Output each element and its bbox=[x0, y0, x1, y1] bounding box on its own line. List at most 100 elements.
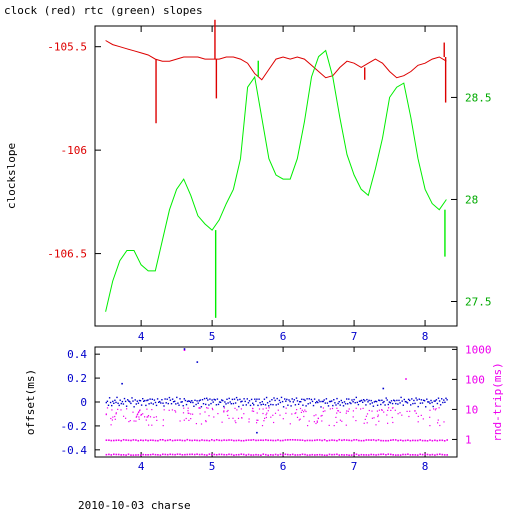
offset-point bbox=[439, 404, 442, 406]
rtt-band-point bbox=[392, 454, 394, 456]
offset-point bbox=[371, 402, 373, 404]
rtt-band-point bbox=[218, 453, 220, 456]
rtt-scatter-point bbox=[371, 410, 373, 412]
rtt-scatter-point bbox=[429, 416, 431, 418]
rtt-scatter-point bbox=[320, 415, 322, 417]
bottom-plot-marks: 4 5 6 7 8 0.4 0.2 0 -0.2 -0.4 1000 100 10 1 bbox=[61, 343, 492, 473]
rtt-band-point bbox=[341, 454, 343, 456]
offset-point bbox=[317, 401, 319, 404]
rtt-band-point bbox=[113, 453, 115, 456]
rtt-scatter-point bbox=[387, 422, 389, 424]
rtt-band-point bbox=[105, 453, 108, 456]
rtt-band-point bbox=[443, 440, 446, 442]
rtt-scatter-point bbox=[110, 424, 112, 426]
rtt-band-point bbox=[333, 439, 336, 442]
rtt-band-point bbox=[333, 453, 336, 456]
rtt-band-point bbox=[436, 439, 439, 442]
rtt-band-point bbox=[208, 439, 211, 442]
offset-point bbox=[369, 403, 371, 405]
offset-point bbox=[427, 401, 429, 403]
rtt-band-point bbox=[372, 439, 375, 441]
rtt-band-point bbox=[424, 439, 426, 442]
rtt-band-point bbox=[115, 439, 118, 442]
offset-point bbox=[277, 403, 279, 405]
offset-point bbox=[177, 402, 179, 404]
rtt-band-point bbox=[382, 453, 385, 455]
rtt-scatter-point bbox=[422, 418, 424, 420]
offset-point bbox=[175, 403, 177, 405]
rtt-band-point bbox=[382, 439, 385, 442]
rtt-scatter-point bbox=[136, 414, 138, 416]
offset-point bbox=[125, 405, 128, 407]
rtt-scatter-point bbox=[433, 408, 435, 410]
rtt-band-point bbox=[152, 453, 154, 456]
rtt-band-point bbox=[277, 439, 279, 441]
offset-point bbox=[145, 404, 147, 407]
rtt-band-point bbox=[238, 453, 240, 456]
rtt-scatter-point bbox=[240, 408, 242, 410]
offset-point bbox=[295, 397, 298, 399]
bottom-x-tick-label: 4 bbox=[138, 460, 145, 473]
offset-point bbox=[309, 402, 311, 404]
offset-point bbox=[261, 401, 263, 403]
rtt-band-point bbox=[159, 439, 162, 441]
offset-point bbox=[320, 406, 322, 408]
rtt-band-point bbox=[201, 453, 203, 456]
offset-point bbox=[432, 405, 434, 408]
offset-point bbox=[124, 400, 127, 403]
offset-point bbox=[274, 399, 276, 402]
offset-point bbox=[270, 403, 272, 406]
offset-point bbox=[281, 400, 284, 403]
offset-point bbox=[244, 400, 246, 403]
offset-point bbox=[411, 398, 413, 400]
offset-point bbox=[321, 400, 323, 403]
rtt-band-point bbox=[179, 439, 181, 441]
rtt-scatter-point bbox=[285, 407, 287, 409]
rtt-band-point bbox=[191, 439, 193, 442]
rtt-scatter-point bbox=[321, 420, 323, 422]
rtt-band-point bbox=[294, 439, 296, 441]
offset-point bbox=[396, 399, 398, 402]
offset-point bbox=[383, 400, 385, 403]
rtt-band-point bbox=[262, 453, 265, 455]
rtt-band-point bbox=[370, 453, 372, 456]
offset-point bbox=[422, 399, 425, 401]
rtt-scatter-point bbox=[212, 409, 214, 411]
offset-point bbox=[312, 404, 315, 407]
offset-point bbox=[265, 396, 268, 399]
offset-point bbox=[109, 401, 112, 404]
rtt-band-point bbox=[127, 439, 130, 442]
rtt-band-point bbox=[328, 453, 331, 456]
offset-point bbox=[316, 400, 318, 403]
offset-point bbox=[135, 403, 137, 405]
offset-point bbox=[307, 403, 309, 405]
rtt-scatter-point bbox=[135, 416, 137, 418]
offset-point bbox=[398, 399, 400, 402]
offset-point bbox=[245, 404, 247, 406]
rtt-band-point bbox=[375, 439, 377, 442]
rtt-scatter-point bbox=[115, 412, 117, 414]
offset-point bbox=[176, 396, 178, 399]
rtt-scatter-point bbox=[362, 407, 364, 409]
rtt-scatter-point bbox=[377, 414, 379, 416]
offset-point bbox=[118, 404, 120, 407]
offset-point bbox=[402, 404, 404, 406]
rtt-scatter-point bbox=[195, 423, 197, 425]
offset-point bbox=[272, 404, 274, 406]
offset-point bbox=[123, 397, 126, 400]
offset-point bbox=[131, 397, 133, 399]
rtt-band-point bbox=[311, 439, 314, 442]
offset-point bbox=[418, 398, 420, 400]
rtt-scatter-point bbox=[261, 425, 264, 427]
offset-point bbox=[366, 398, 368, 401]
rtt-band-point bbox=[132, 454, 135, 456]
rtt-scatter-point bbox=[387, 409, 389, 411]
offset-point bbox=[153, 399, 156, 401]
rtt-band-point bbox=[377, 439, 380, 441]
rtt-scatter-point bbox=[192, 413, 194, 415]
top-plot-marks: 4 5 6 7 8 -105.5 -106 -106.5 28.5 28 27.5 bbox=[47, 19, 492, 343]
rtt-scatter-point bbox=[120, 409, 122, 411]
rtt-scatter-point bbox=[347, 410, 349, 412]
rtt-scatter-point bbox=[378, 409, 380, 411]
